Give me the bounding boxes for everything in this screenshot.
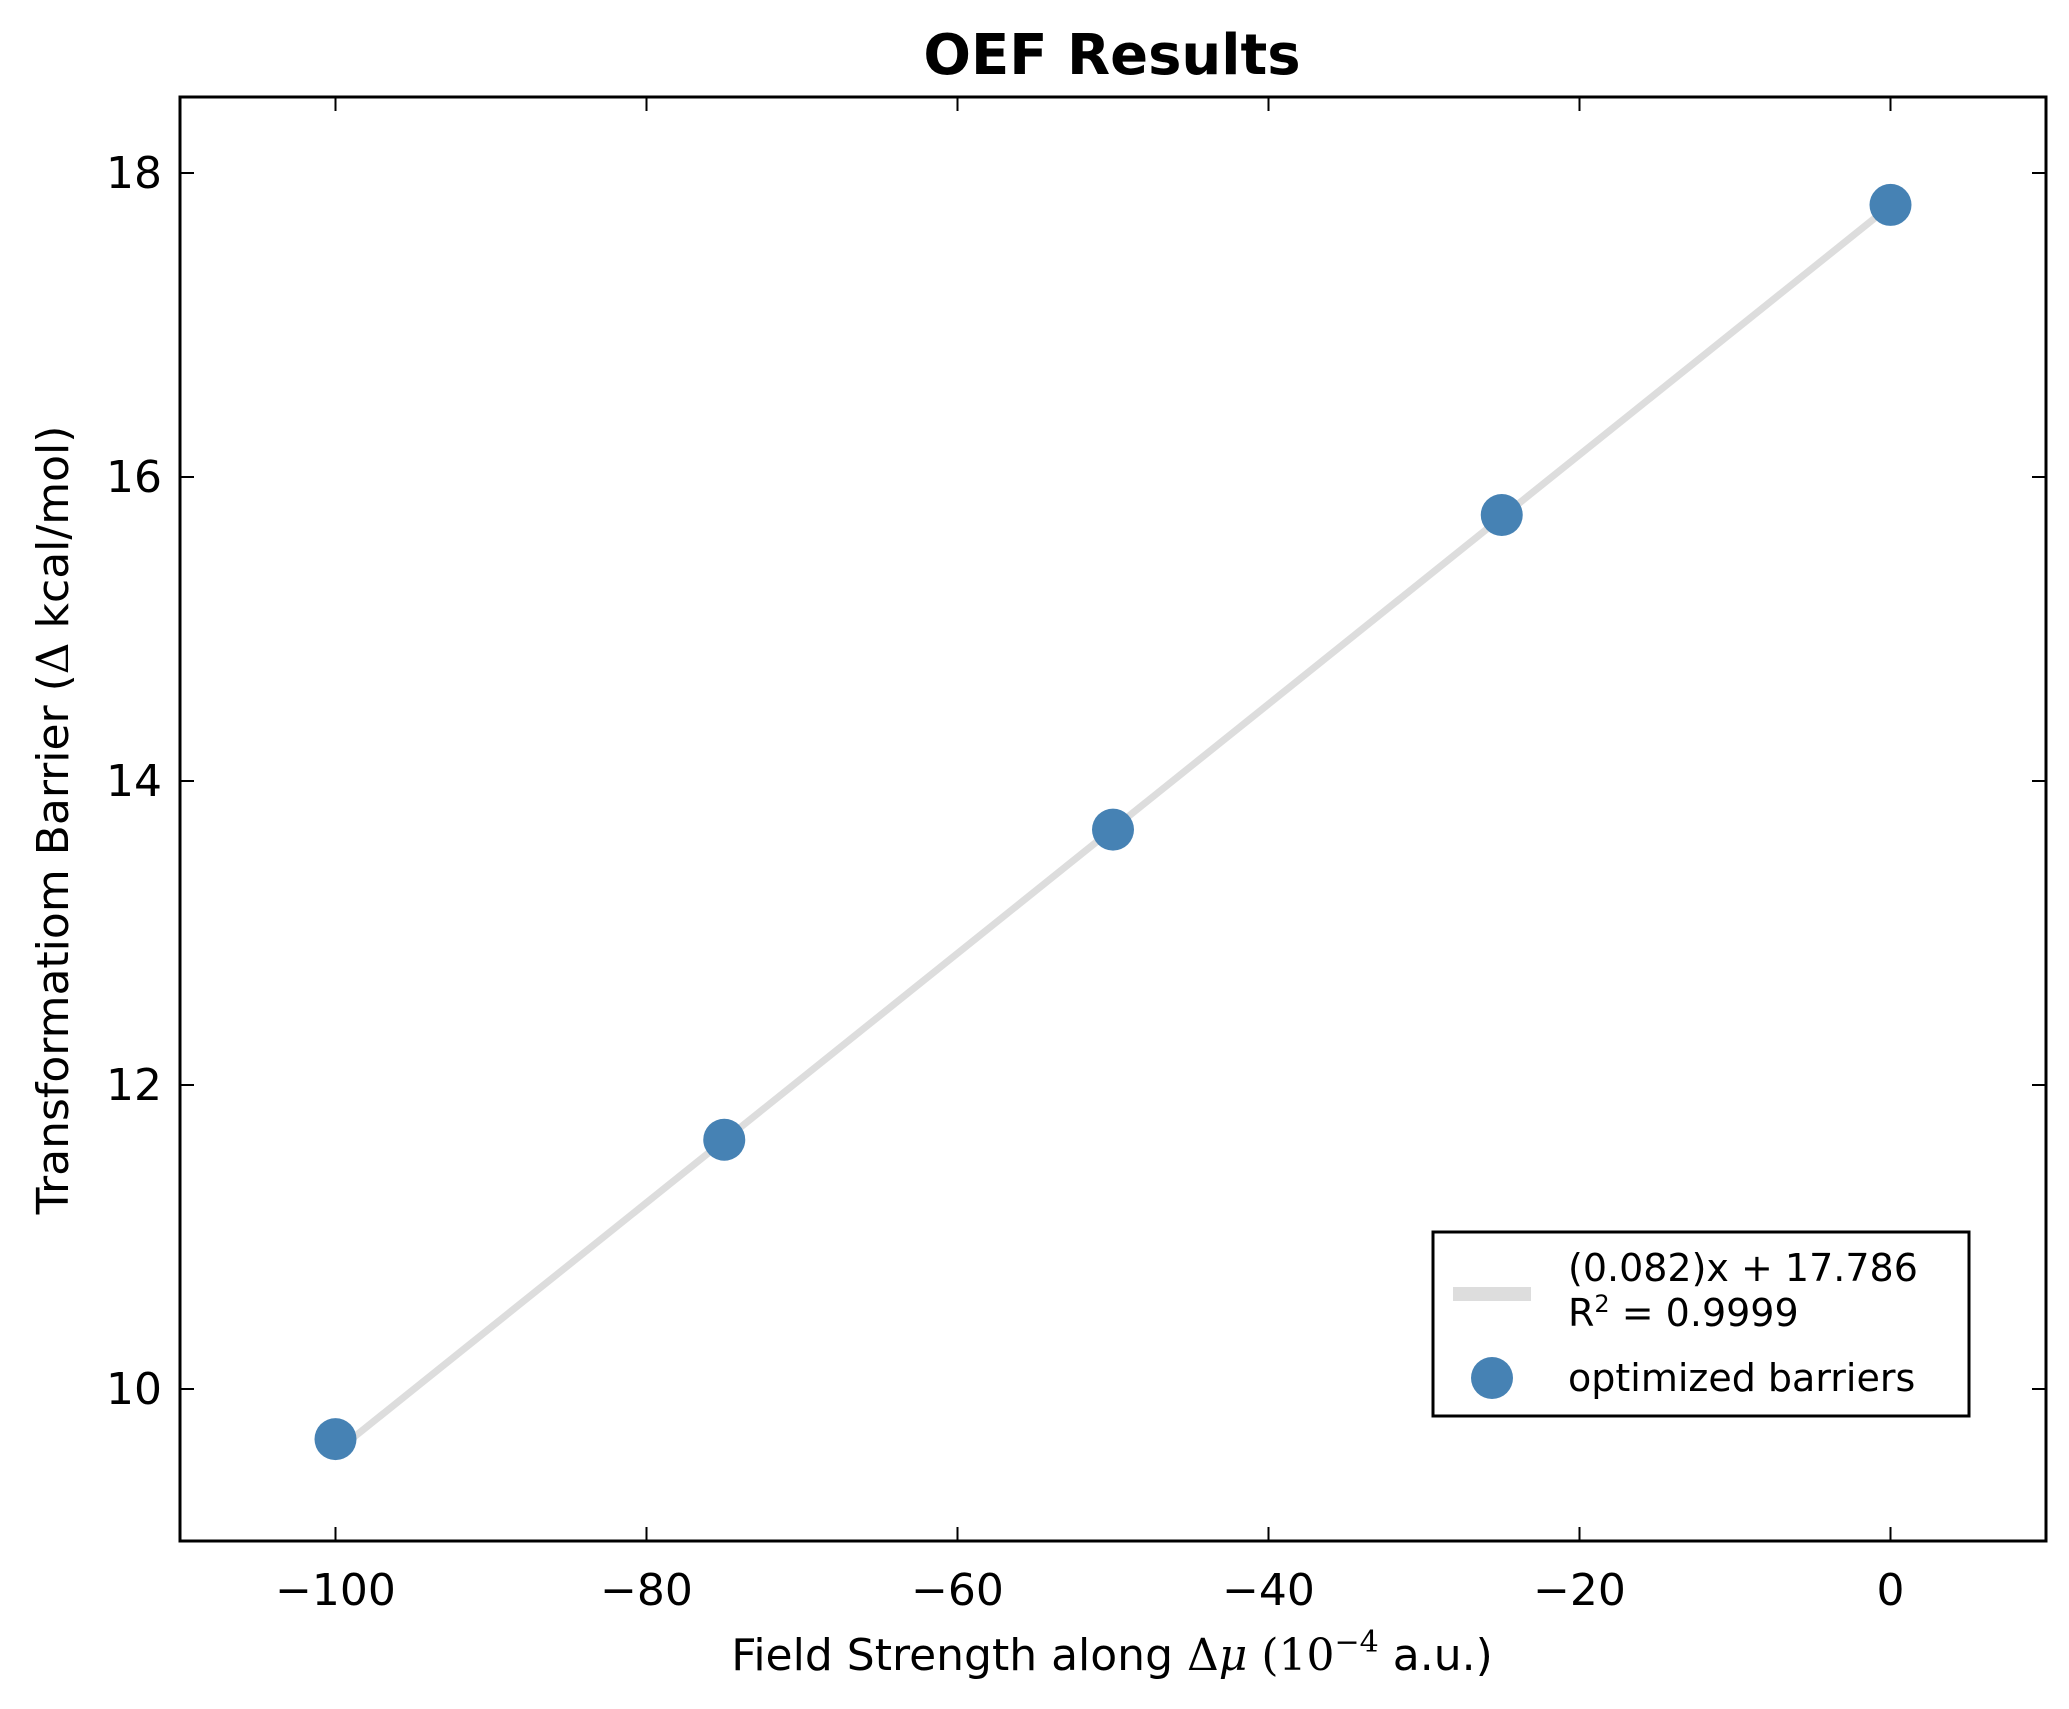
data-point: [1869, 183, 1912, 226]
x-axis-label: Field Strength along Δμ (10−4 a.u.): [731, 1625, 1493, 1681]
y-axis-label-suffix: kcal/mol): [28, 426, 79, 643]
x-tick-label: −20: [1533, 1565, 1626, 1616]
y-tick-label: 12: [106, 1060, 162, 1111]
data-point: [314, 1418, 357, 1461]
x-tick-label: −60: [911, 1565, 1004, 1616]
legend-scatter-swatch: [1471, 1357, 1513, 1399]
x-axis-label-exponent: −4: [1335, 1625, 1379, 1660]
data-point: [1480, 494, 1523, 536]
legend-fit-equation: (0.082)x + 17.786: [1568, 1246, 1918, 1290]
axis-ticks-layer: −100 −80 −60 −40 −20 0 10 12 14 16 18: [106, 97, 2046, 1616]
y-axis-label-delta: Δ: [28, 642, 79, 674]
legend-scatter-label: optimized barriers: [1568, 1356, 1915, 1400]
x-tick-label: −100: [275, 1565, 396, 1616]
x-tick-label: −40: [1222, 1565, 1315, 1616]
data-point: [1092, 808, 1134, 851]
x-axis-label-delta: Δ: [1187, 1630, 1219, 1681]
y-tick-label: 10: [106, 1364, 162, 1415]
data-point: [703, 1118, 746, 1161]
x-axis-label-suffix: a.u.): [1379, 1630, 1493, 1681]
data-points-layer: [314, 183, 1912, 1461]
y-tick-label: 16: [106, 452, 162, 503]
x-axis-label-base: 10: [1279, 1630, 1335, 1681]
y-axis-label: Transformatiom Barrier (Δ kcal/mol): [28, 426, 79, 1216]
legend-box: [1431, 1230, 1971, 1418]
x-tick-label: −80: [600, 1565, 693, 1616]
x-axis-label-paren: (: [1247, 1630, 1278, 1681]
x-axis-label-prefix: Field Strength along: [731, 1630, 1187, 1681]
legend-r-value: = 0.9999: [1610, 1291, 1799, 1335]
y-tick-label: 18: [106, 148, 162, 199]
legend-r-letter: R: [1568, 1291, 1594, 1335]
x-axis-label-mu: μ: [1219, 1630, 1248, 1681]
plot-area-frame: [178, 95, 2048, 1543]
legend: (0.082)x + 17.786 R2 = 0.9999 optimized …: [1431, 1230, 1971, 1418]
chart-title: OEF Results: [923, 23, 1300, 88]
x-tick-label: 0: [1877, 1565, 1905, 1616]
legend-r-superscript: 2: [1594, 1290, 1609, 1318]
y-axis-label-prefix: Transformatiom Barrier (: [28, 674, 79, 1215]
y-tick-label: 14: [106, 756, 162, 807]
legend-fit-r-squared: R2 = 0.9999: [1568, 1290, 1799, 1335]
